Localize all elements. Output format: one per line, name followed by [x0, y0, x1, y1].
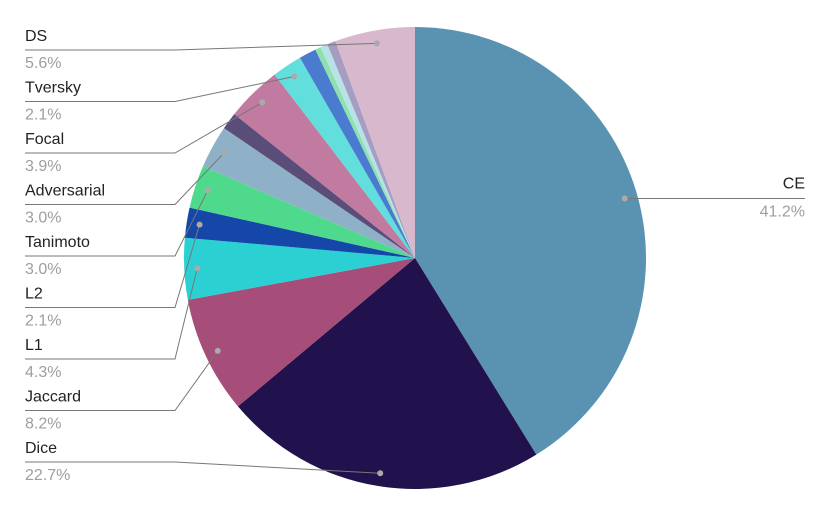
slice-label: Focal	[25, 131, 64, 148]
slice-percent: 41.2%	[760, 204, 805, 221]
pie-slice	[299, 49, 415, 258]
leader-line	[25, 350, 219, 411]
slice-percent: 5.6%	[25, 55, 61, 72]
leader-dot	[214, 347, 221, 354]
leader-line	[25, 101, 263, 154]
pie-slice	[315, 47, 415, 258]
pie-slice	[415, 27, 646, 455]
slice-label: Tanimoto	[25, 234, 90, 251]
leader-line	[25, 152, 225, 205]
pie-slice	[327, 41, 415, 258]
leader-dot	[196, 221, 203, 228]
leader-line	[25, 461, 381, 474]
slice-label: Adversarial	[25, 183, 105, 200]
leader-dot	[204, 187, 211, 194]
slice-label: DS	[25, 28, 47, 45]
slice-label: L1	[25, 337, 43, 354]
leader-line	[25, 42, 377, 51]
slice-percent: 3.9%	[25, 158, 61, 175]
slice-percent: 4.3%	[25, 364, 61, 381]
slice-label: Dice	[25, 440, 57, 457]
slice-percent: 3.0%	[25, 210, 61, 227]
slice-percent: 2.1%	[25, 313, 61, 330]
pie-slice	[320, 44, 415, 259]
leader-line	[25, 190, 209, 257]
pie-slice	[187, 258, 415, 407]
slice-percent: 8.2%	[25, 416, 61, 433]
leader-dot	[194, 265, 201, 272]
pie-slice	[237, 258, 537, 490]
leader-dot	[291, 73, 298, 80]
slice-percent: 2.1%	[25, 107, 61, 124]
pie-slice	[184, 207, 415, 258]
slice-label: Jaccard	[25, 389, 81, 406]
slice-percent: 22.7%	[25, 467, 70, 484]
slice-percent: 3.0%	[25, 261, 61, 278]
pie-slice	[234, 74, 415, 258]
pie-slice	[335, 27, 415, 258]
pie-slice	[189, 166, 415, 258]
pie-slice	[274, 57, 415, 259]
slice-label: Tversky	[25, 80, 81, 97]
leader-dot	[377, 470, 384, 477]
leader-line	[25, 76, 295, 102]
leader-dot	[621, 195, 628, 202]
leader-line	[25, 268, 198, 360]
slice-label: CE	[783, 176, 805, 193]
pie-slice	[223, 114, 415, 259]
pie-slice	[184, 237, 415, 300]
leader-dot	[259, 99, 266, 106]
pie-slice	[202, 128, 415, 258]
leader-dot	[373, 40, 380, 47]
leader-dot	[220, 149, 227, 156]
leader-line	[25, 224, 201, 308]
slice-label: L2	[25, 286, 43, 303]
